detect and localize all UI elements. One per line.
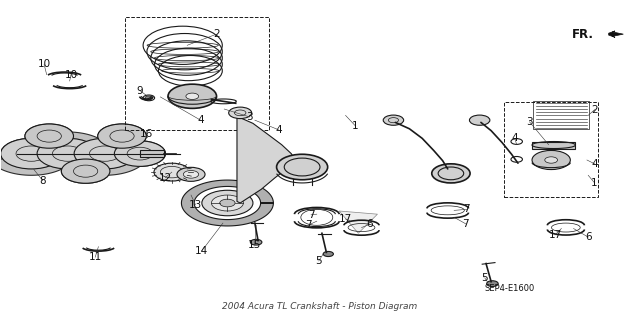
Polygon shape xyxy=(181,180,273,226)
Text: 7: 7 xyxy=(308,210,314,220)
Text: SEP4-E1600: SEP4-E1600 xyxy=(484,284,535,292)
Text: 6: 6 xyxy=(585,232,591,242)
Circle shape xyxy=(250,239,262,245)
Polygon shape xyxy=(339,211,378,233)
Circle shape xyxy=(202,190,253,216)
Text: 2: 2 xyxy=(591,105,598,115)
Circle shape xyxy=(1,138,62,169)
Text: 5: 5 xyxy=(481,273,488,283)
Circle shape xyxy=(486,281,498,286)
Circle shape xyxy=(145,96,153,100)
Circle shape xyxy=(154,163,189,181)
Text: 4: 4 xyxy=(511,133,518,143)
Text: 7: 7 xyxy=(462,219,469,229)
Circle shape xyxy=(74,138,136,169)
Text: 1: 1 xyxy=(591,178,598,188)
Polygon shape xyxy=(0,154,72,175)
Circle shape xyxy=(276,154,328,180)
Circle shape xyxy=(186,93,198,100)
Circle shape xyxy=(1,138,62,169)
Circle shape xyxy=(545,157,557,163)
Circle shape xyxy=(469,115,490,125)
Text: 2: 2 xyxy=(213,29,220,39)
Text: 4: 4 xyxy=(197,115,204,125)
Circle shape xyxy=(25,124,74,148)
Text: 17: 17 xyxy=(339,214,352,224)
Text: 3: 3 xyxy=(526,117,532,127)
Text: 10: 10 xyxy=(38,60,51,69)
Circle shape xyxy=(25,124,74,148)
Text: 16: 16 xyxy=(140,129,153,139)
Circle shape xyxy=(432,164,470,183)
Circle shape xyxy=(211,195,243,211)
Text: 2004 Acura TL Crankshaft - Piston Diagram: 2004 Acura TL Crankshaft - Piston Diagra… xyxy=(222,302,418,311)
Bar xyxy=(504,102,598,197)
Text: 4: 4 xyxy=(591,159,598,169)
Circle shape xyxy=(115,141,166,166)
Text: 9: 9 xyxy=(136,85,143,96)
Circle shape xyxy=(228,107,252,119)
Circle shape xyxy=(183,171,198,178)
Circle shape xyxy=(61,159,110,183)
Circle shape xyxy=(37,138,99,169)
Text: 7: 7 xyxy=(305,220,312,230)
Text: 3: 3 xyxy=(246,112,253,122)
Circle shape xyxy=(220,199,235,207)
Polygon shape xyxy=(237,116,300,203)
Polygon shape xyxy=(140,150,164,157)
Circle shape xyxy=(115,141,166,166)
Text: 10: 10 xyxy=(65,70,77,80)
Text: 13: 13 xyxy=(189,200,202,210)
Text: 17: 17 xyxy=(548,230,562,240)
Text: FR.: FR. xyxy=(572,28,594,41)
Circle shape xyxy=(61,159,110,183)
Text: 11: 11 xyxy=(88,252,102,262)
Bar xyxy=(532,101,589,129)
Text: 6: 6 xyxy=(367,219,373,229)
Text: 14: 14 xyxy=(195,246,209,256)
Text: 1: 1 xyxy=(352,121,358,131)
Circle shape xyxy=(532,150,570,170)
Polygon shape xyxy=(64,154,145,175)
Text: 12: 12 xyxy=(159,172,172,182)
Circle shape xyxy=(98,124,147,148)
Circle shape xyxy=(74,138,136,169)
Circle shape xyxy=(37,138,99,169)
Text: 5: 5 xyxy=(316,256,322,266)
Text: 15: 15 xyxy=(248,240,262,250)
Text: 7: 7 xyxy=(463,204,470,214)
Text: 4: 4 xyxy=(275,125,282,135)
Bar xyxy=(125,17,269,130)
Circle shape xyxy=(98,124,147,148)
Polygon shape xyxy=(609,31,623,37)
Circle shape xyxy=(168,84,216,108)
Polygon shape xyxy=(532,141,575,148)
Circle shape xyxy=(323,252,333,257)
Circle shape xyxy=(177,167,205,181)
Text: 8: 8 xyxy=(40,176,46,186)
Circle shape xyxy=(383,115,404,125)
Polygon shape xyxy=(27,132,109,154)
